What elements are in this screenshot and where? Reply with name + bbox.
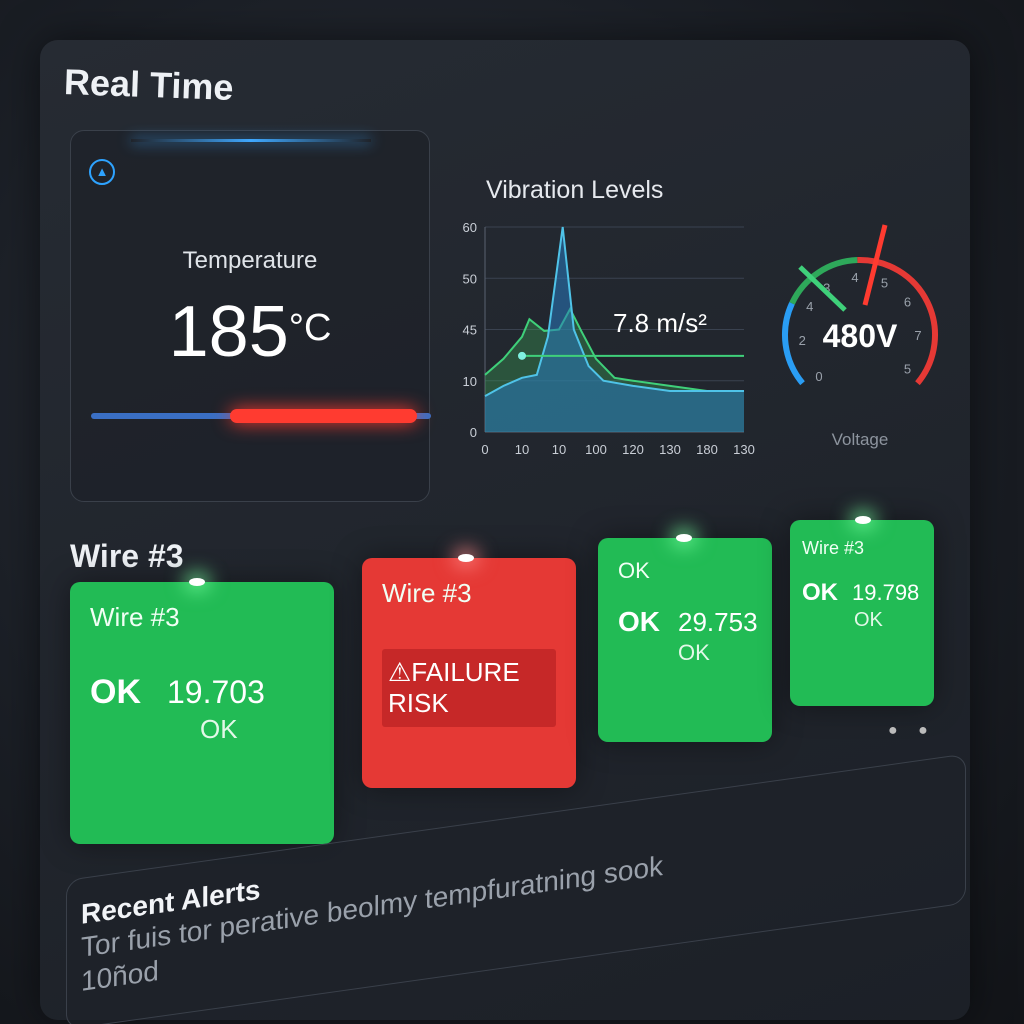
card-ok: OK — [618, 606, 660, 637]
gauge-arc-mid — [789, 257, 858, 305]
vibration-chart: 0 10 45 50 60 0 10 10 100 120 130 180 130 7.8 m/s² — [463, 220, 755, 457]
panel-glow — [131, 139, 371, 142]
gauge-arc-high — [857, 257, 938, 386]
y-tick-label: 45 — [463, 323, 477, 338]
page-title: Real Time — [63, 61, 235, 108]
x-tick-label: 10 — [552, 442, 566, 457]
y-tick-label: 60 — [463, 220, 477, 235]
gauge-scale-label: 5 — [904, 361, 911, 376]
series-area — [485, 227, 744, 432]
gauge-scale-label: 7 — [914, 328, 921, 343]
card-sub: OK — [200, 714, 238, 744]
threshold-marker — [518, 351, 526, 360]
card-sub: OK — [678, 640, 710, 665]
card-value: 19.798 — [852, 580, 920, 605]
voltage-value: 480V — [823, 318, 898, 354]
y-tick-label: 50 — [463, 271, 477, 286]
gauge-needle-red — [862, 224, 888, 306]
x-tick-label: 10 — [515, 442, 529, 457]
gauge-scale-label: 3 — [823, 280, 830, 295]
x-tick-label: 120 — [622, 442, 644, 457]
x-tick-label: 130 — [659, 442, 681, 457]
section-title: Wire #3 — [70, 538, 184, 574]
series-line — [484, 306, 744, 392]
y-tick-label: 10 — [463, 374, 477, 389]
wire-card-2[interactable]: Wire #3 ⚠FAILURE RISK — [362, 554, 576, 788]
x-tick-label: 180 — [696, 442, 718, 457]
gauge-scale-label: 4 — [806, 299, 813, 314]
card-glow — [458, 554, 475, 562]
card-head: Wire #3 — [90, 602, 180, 632]
card-value: 29.753 — [678, 607, 758, 637]
wire-card-3[interactable]: OK OK 29.753 OK — [598, 534, 772, 742]
x-tick-label: 100 — [585, 442, 607, 457]
gauge-scale-label: 5 — [881, 275, 888, 290]
card-ok: OK — [90, 673, 141, 711]
gauge-scale-label: 4 — [851, 270, 858, 285]
temperature-value: 185°C — [71, 291, 429, 373]
card-ok: OK — [802, 579, 838, 606]
wire-card-4[interactable]: Wire #3 OK 19.798 OK — [790, 516, 934, 706]
alert-triangle-icon[interactable]: ▲ — [89, 159, 115, 185]
gauge-arc-low — [782, 302, 805, 386]
vibration-readout: 7.8 m/s² — [613, 308, 707, 338]
card-head: Wire #3 — [802, 538, 865, 558]
x-tick-label: 130 — [733, 442, 755, 457]
chart-title: Vibration Levels — [486, 176, 664, 204]
card-head: Wire #3 — [382, 578, 472, 608]
gauge-scale-label: 0 — [815, 369, 822, 384]
temperature-panel: ▲ Temperature 185°C — [70, 130, 431, 502]
voltage-label: Voltage — [832, 430, 889, 449]
temperature-bar-fill — [230, 409, 417, 423]
gauge-scale-label: 2 — [799, 333, 806, 348]
gauge-needle-green — [798, 265, 847, 312]
wire-card-1[interactable]: Wire #3 OK 19.703 OK — [70, 578, 334, 844]
temperature-label: Temperature — [182, 247, 318, 274]
x-tick-label: 0 — [481, 442, 488, 457]
card-glow — [854, 516, 871, 524]
y-tick-label: 0 — [470, 425, 477, 440]
gauge-scale-label: 6 — [904, 295, 911, 310]
series-line — [484, 226, 744, 397]
failure-risk-badge: ⚠FAILURE RISK — [382, 649, 556, 727]
card-sub: OK — [854, 609, 883, 631]
temperature-number: 185 — [168, 292, 289, 372]
card-head: OK — [618, 558, 650, 583]
card-glow — [676, 534, 693, 542]
pagination-dots[interactable]: ● ● — [888, 722, 936, 739]
card-value: 19.703 — [167, 674, 265, 710]
temperature-bar — [91, 409, 431, 423]
card-glow — [188, 578, 205, 586]
temperature-unit: °C — [288, 307, 332, 349]
